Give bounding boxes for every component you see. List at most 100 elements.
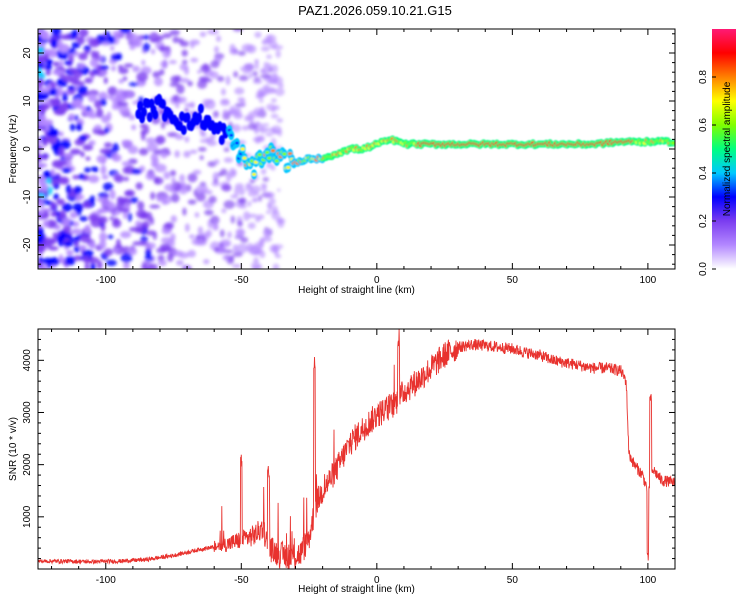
- noise-blob: [151, 157, 160, 166]
- noise-blob: [267, 63, 273, 71]
- noise-blob: [157, 259, 167, 267]
- noise-blob: [95, 107, 104, 118]
- noise-blob: [275, 253, 282, 259]
- noise-blob: [189, 149, 198, 154]
- track-core: [140, 117, 144, 120]
- noise-blob: [219, 229, 225, 238]
- noise-blob: [80, 151, 85, 158]
- noise-blob: [223, 200, 235, 209]
- noise-blob: [273, 105, 280, 111]
- noise-blob: [56, 234, 65, 243]
- noise-blob: [256, 135, 265, 142]
- noise-blob: [111, 103, 121, 110]
- noise-blob: [115, 238, 121, 249]
- noise-blob: [46, 128, 59, 137]
- noise-blob: [38, 193, 46, 198]
- noise-blob: [260, 127, 267, 134]
- noise-blob: [159, 68, 165, 76]
- noise-blob: [118, 101, 129, 107]
- noise-blob: [272, 73, 278, 77]
- noise-blob: [58, 254, 64, 264]
- noise-blob: [129, 196, 139, 204]
- noise-blob: [213, 247, 220, 252]
- noise-blob: [271, 98, 277, 103]
- noise-blobs: [38, 29, 286, 269]
- track-core: [136, 112, 141, 116]
- noise-blob: [56, 198, 65, 206]
- noise-blob: [124, 176, 129, 182]
- noise-blob: [38, 114, 47, 121]
- noise-blob: [184, 136, 190, 143]
- noise-blob: [58, 147, 65, 158]
- noise-blob: [202, 98, 214, 104]
- noise-blob: [170, 169, 177, 177]
- noise-blob: [73, 80, 85, 86]
- y-tick-label: 4000: [22, 349, 33, 372]
- noise-blob: [261, 40, 269, 45]
- track-core: [265, 150, 270, 155]
- track-core: [221, 126, 226, 130]
- track-core: [185, 115, 190, 119]
- noise-blob: [243, 63, 251, 69]
- noise-blob: [70, 228, 83, 235]
- noise-blob: [231, 170, 237, 176]
- noise-blob: [74, 98, 83, 107]
- noise-blob: [174, 133, 184, 140]
- noise-blob: [236, 243, 248, 254]
- noise-blob: [254, 59, 259, 70]
- noise-blob: [247, 200, 252, 207]
- x-tick-label: -100: [96, 575, 116, 586]
- noise-blob: [241, 125, 250, 131]
- noise-blob: [80, 233, 91, 243]
- noise-blob: [161, 199, 168, 205]
- y-tick-label: 10: [22, 95, 33, 107]
- noise-blob: [110, 53, 121, 61]
- track-core: [147, 115, 152, 119]
- noise-blob: [229, 48, 239, 56]
- noise-blob: [146, 142, 158, 153]
- noise-blob: [42, 237, 54, 248]
- noise-blob: [87, 256, 100, 264]
- track-core: [240, 147, 245, 151]
- noise-blob: [234, 87, 245, 95]
- noise-blob: [57, 39, 63, 50]
- noise-blob: [252, 265, 259, 269]
- noise-blob: [84, 50, 91, 55]
- snr-y-axis-label: SNR (10 * v/v): [8, 417, 19, 481]
- noise-blob: [219, 245, 226, 255]
- noise-blob: [38, 94, 45, 102]
- x-tick-label: 0: [374, 275, 380, 286]
- noise-blob: [221, 183, 232, 192]
- noise-blob: [61, 203, 73, 212]
- noise-blob: [145, 137, 157, 144]
- noise-blob: [238, 75, 249, 82]
- noise-blob: [195, 192, 206, 202]
- noise-blob: [262, 123, 270, 127]
- noise-blob: [155, 135, 166, 145]
- noise-blob: [231, 263, 242, 269]
- noise-blob: [149, 38, 161, 43]
- spectrogram-x-axis-label: Height of straight line (km): [298, 285, 415, 296]
- noise-blob: [207, 29, 219, 35]
- noise-blob: [50, 38, 58, 48]
- track-core: [191, 120, 196, 124]
- noise-blob: [230, 194, 239, 199]
- noise-blob: [83, 45, 92, 52]
- noise-blob: [96, 197, 108, 203]
- noise-blob: [161, 121, 166, 130]
- noise-blob: [58, 131, 64, 137]
- noise-blob: [253, 250, 261, 256]
- noise-blob: [128, 114, 136, 121]
- noise-blob: [50, 168, 55, 177]
- noise-blob: [94, 99, 102, 109]
- signal-track: [135, 93, 675, 180]
- noise-blob: [82, 249, 94, 257]
- noise-blob: [248, 73, 253, 79]
- noise-blob: [183, 265, 189, 269]
- track-core: [282, 152, 287, 156]
- noise-blob: [98, 91, 108, 101]
- track-core: [267, 156, 272, 160]
- noise-blob: [87, 113, 99, 119]
